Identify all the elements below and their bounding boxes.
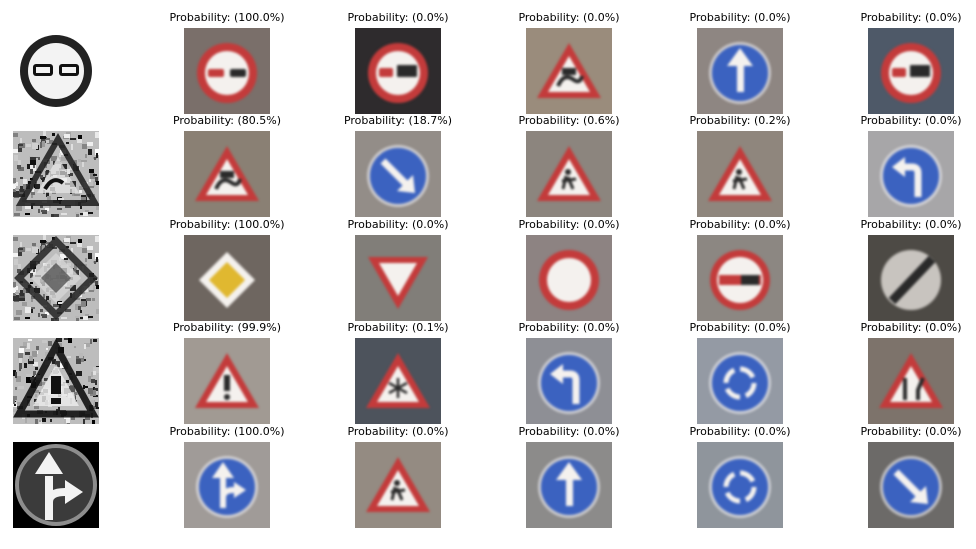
probability-label: Probability: (0.1%) (347, 321, 449, 334)
no-overtaking-icon (13, 28, 99, 114)
input-sign-image (13, 338, 99, 424)
probability-label: Probability: (0.0%) (689, 321, 791, 334)
slippery-road-icon (526, 28, 612, 114)
probability-label: Probability: (100.0%) (169, 425, 285, 438)
no-entry-icon (697, 235, 783, 321)
predicted-sign-image (184, 28, 270, 114)
priority-road-icon (13, 235, 99, 321)
slippery-road-icon (184, 131, 270, 217)
predicted-sign-image (868, 28, 954, 114)
road-work-icon (526, 131, 612, 217)
probability-label: Probability: (0.2%) (689, 114, 791, 127)
general-caution-icon (13, 338, 99, 424)
probability-label: Probability: (0.0%) (860, 321, 962, 334)
predicted-sign-image (184, 338, 270, 424)
predicted-sign-image (355, 131, 441, 217)
probability-label: Probability: (0.0%) (860, 218, 962, 231)
input-sign-image (13, 235, 99, 321)
probability-label: Probability: (0.0%) (347, 11, 449, 24)
predicted-sign-image (355, 442, 441, 528)
probability-label: Probability: (0.0%) (860, 425, 962, 438)
probability-label: Probability: (80.5%) (172, 114, 282, 127)
probability-label: Probability: (0.0%) (518, 321, 620, 334)
probability-label: Probability: (0.0%) (689, 11, 791, 24)
predicted-sign-image (355, 338, 441, 424)
probability-label: Probability: (99.9%) (172, 321, 282, 334)
probability-label: Probability: (0.0%) (689, 425, 791, 438)
turn-left-ahead-icon (526, 338, 612, 424)
keep-right-icon (868, 442, 954, 528)
probability-label: Probability: (0.0%) (347, 425, 449, 438)
input-sign-image (13, 442, 99, 528)
probability-label: Probability: (0.6%) (518, 114, 620, 127)
probability-label: Probability: (0.0%) (518, 218, 620, 231)
roundabout-icon (697, 442, 783, 528)
probability-label: Probability: (0.0%) (347, 218, 449, 231)
general-caution-icon (184, 338, 270, 424)
road-work-icon (355, 442, 441, 528)
probability-label: Probability: (0.0%) (689, 218, 791, 231)
no-overtaking-icon (184, 28, 270, 114)
yield-icon (355, 235, 441, 321)
probability-label: Probability: (100.0%) (169, 218, 285, 231)
roundabout-icon (697, 338, 783, 424)
probability-label: Probability: (100.0%) (169, 11, 285, 24)
predicted-sign-image (355, 235, 441, 321)
probability-label: Probability: (18.7%) (343, 114, 453, 127)
no-overtaking-trucks-icon (868, 28, 954, 114)
slippery-road-icon (13, 131, 99, 217)
snow-warning-icon (355, 338, 441, 424)
predicted-sign-image (868, 131, 954, 217)
predicted-sign-image (697, 338, 783, 424)
probability-label: Probability: (0.0%) (860, 114, 962, 127)
predicted-sign-image (184, 131, 270, 217)
probability-label: Probability: (0.0%) (860, 11, 962, 24)
probability-label: Probability: (0.0%) (518, 425, 620, 438)
no-vehicles-icon (526, 235, 612, 321)
end-of-restrictions-icon (868, 235, 954, 321)
predicted-sign-image (868, 235, 954, 321)
predicted-sign-image (697, 28, 783, 114)
probability-label: Probability: (0.0%) (518, 11, 620, 24)
predicted-sign-image (697, 235, 783, 321)
predicted-sign-image (697, 442, 783, 528)
go-straight-or-right-icon (13, 442, 99, 528)
ahead-only-icon (697, 28, 783, 114)
predicted-sign-image (184, 235, 270, 321)
road-work-icon (697, 131, 783, 217)
road-narrows-right-icon (868, 338, 954, 424)
keep-right-icon (355, 131, 441, 217)
predicted-sign-image (697, 131, 783, 217)
predicted-sign-image (526, 442, 612, 528)
input-sign-image (13, 131, 99, 217)
ahead-only-icon (526, 442, 612, 528)
predicted-sign-image (526, 338, 612, 424)
predicted-sign-image (526, 235, 612, 321)
predicted-sign-image (355, 28, 441, 114)
predicted-sign-image (868, 442, 954, 528)
turn-left-ahead-icon (868, 131, 954, 217)
priority-road-icon (184, 235, 270, 321)
predicted-sign-image (184, 442, 270, 528)
go-straight-or-right-icon (184, 442, 270, 528)
predicted-sign-image (526, 131, 612, 217)
predicted-sign-image (868, 338, 954, 424)
predicted-sign-image (526, 28, 612, 114)
no-overtaking-trucks-icon (355, 28, 441, 114)
input-sign-image (13, 28, 99, 114)
